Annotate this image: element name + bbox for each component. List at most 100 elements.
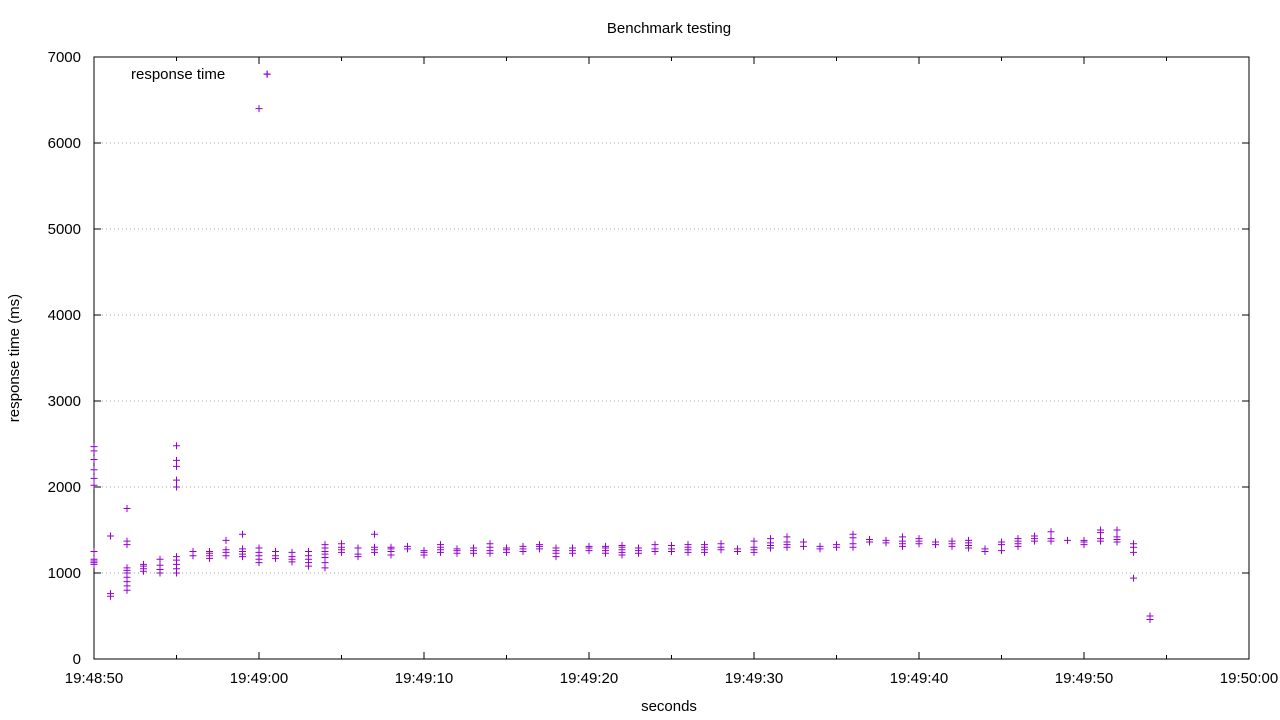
data-point	[816, 542, 824, 550]
data-point	[750, 543, 758, 551]
data-point	[701, 541, 708, 549]
data-point	[354, 550, 362, 558]
data-point	[272, 548, 279, 555]
data-point	[948, 537, 956, 545]
data-point	[321, 541, 329, 549]
data-point	[635, 544, 642, 552]
data-point	[1031, 532, 1038, 540]
data-point	[734, 545, 741, 553]
data-point	[1047, 528, 1055, 536]
data-point	[173, 456, 180, 464]
data-point	[123, 537, 131, 545]
data-point	[519, 542, 527, 550]
y-tick-label: 2000	[48, 479, 81, 496]
data-point	[849, 530, 857, 538]
data-point	[932, 538, 939, 546]
x-tick-label: 19:49:40	[890, 670, 948, 687]
data-point	[123, 505, 131, 512]
data-point	[239, 545, 246, 553]
data-point	[569, 544, 576, 552]
data-point	[1047, 535, 1055, 543]
data-points	[90, 70, 1154, 623]
data-point	[1130, 574, 1137, 582]
data-point	[404, 542, 411, 550]
x-tick-label: 19:49:00	[230, 670, 288, 687]
data-point	[123, 564, 131, 572]
y-axis-label: response time (ms)	[6, 294, 23, 422]
x-tick-label: 19:49:50	[1055, 670, 1113, 687]
axis-ticks	[93, 56, 1250, 660]
data-point	[651, 541, 659, 549]
x-tick-label: 19:49:10	[395, 670, 453, 687]
x-tick-label: 19:48:50	[65, 670, 123, 687]
y-tick-label: 3000	[48, 393, 81, 410]
data-point	[90, 466, 98, 474]
data-point	[173, 462, 180, 470]
data-point	[107, 590, 114, 598]
data-point	[239, 530, 246, 538]
data-point	[1146, 612, 1154, 620]
data-point	[107, 532, 114, 540]
data-point	[255, 544, 263, 552]
data-point	[437, 541, 444, 549]
data-point	[1113, 533, 1121, 541]
y-axis-tick-labels: 0 1000 2000 3000 4000 5000 6000 7000	[48, 49, 81, 668]
data-point	[668, 541, 675, 549]
data-point	[1113, 526, 1121, 534]
data-point	[206, 548, 213, 555]
data-point	[618, 541, 626, 549]
data-point	[585, 542, 593, 550]
data-point	[354, 544, 362, 552]
data-point	[1097, 526, 1104, 534]
data-point	[387, 543, 395, 551]
data-point	[750, 537, 758, 545]
data-point	[866, 535, 873, 543]
data-point	[470, 544, 477, 552]
data-point	[981, 545, 989, 553]
data-point	[849, 540, 857, 548]
data-point	[602, 542, 609, 550]
data-point	[173, 442, 180, 450]
data-point	[90, 481, 98, 489]
data-point	[882, 536, 890, 544]
data-point	[552, 544, 560, 552]
data-point	[1080, 536, 1088, 544]
x-tick-label: 19:49:20	[560, 670, 618, 687]
data-point	[1097, 535, 1104, 543]
data-point	[420, 547, 428, 555]
data-point	[717, 540, 725, 548]
gridlines	[94, 142, 1249, 574]
data-point	[998, 538, 1005, 546]
data-point	[90, 548, 98, 555]
legend-marker	[263, 70, 271, 78]
data-point	[222, 546, 230, 554]
data-point	[833, 541, 840, 549]
data-point	[222, 536, 230, 544]
data-point	[140, 560, 147, 568]
x-axis-tick-labels: 19:48:50 19:49:00 19:49:10 19:49:20 19:49:30…	[65, 670, 1278, 687]
data-point	[899, 533, 906, 541]
data-point	[90, 555, 98, 563]
data-point	[486, 540, 494, 548]
y-tick-label: 4000	[48, 307, 81, 324]
y-tick-label: 1000	[48, 565, 81, 582]
data-point	[453, 545, 461, 553]
y-tick-label: 6000	[48, 135, 81, 152]
legend-entry-label: response time	[131, 66, 225, 83]
data-point	[783, 533, 791, 541]
data-point	[915, 535, 923, 543]
data-point	[767, 535, 774, 543]
data-point	[156, 561, 164, 569]
y-tick-label: 7000	[48, 49, 81, 66]
data-point	[338, 540, 345, 548]
x-axis-label: seconds	[641, 698, 697, 715]
data-point	[255, 105, 263, 113]
y-tick-label: 5000	[48, 221, 81, 238]
legend-plus-marker	[263, 70, 271, 78]
data-point	[156, 555, 164, 563]
data-point	[90, 474, 98, 482]
data-point	[684, 541, 692, 549]
data-point	[965, 536, 972, 544]
data-point	[189, 548, 197, 555]
